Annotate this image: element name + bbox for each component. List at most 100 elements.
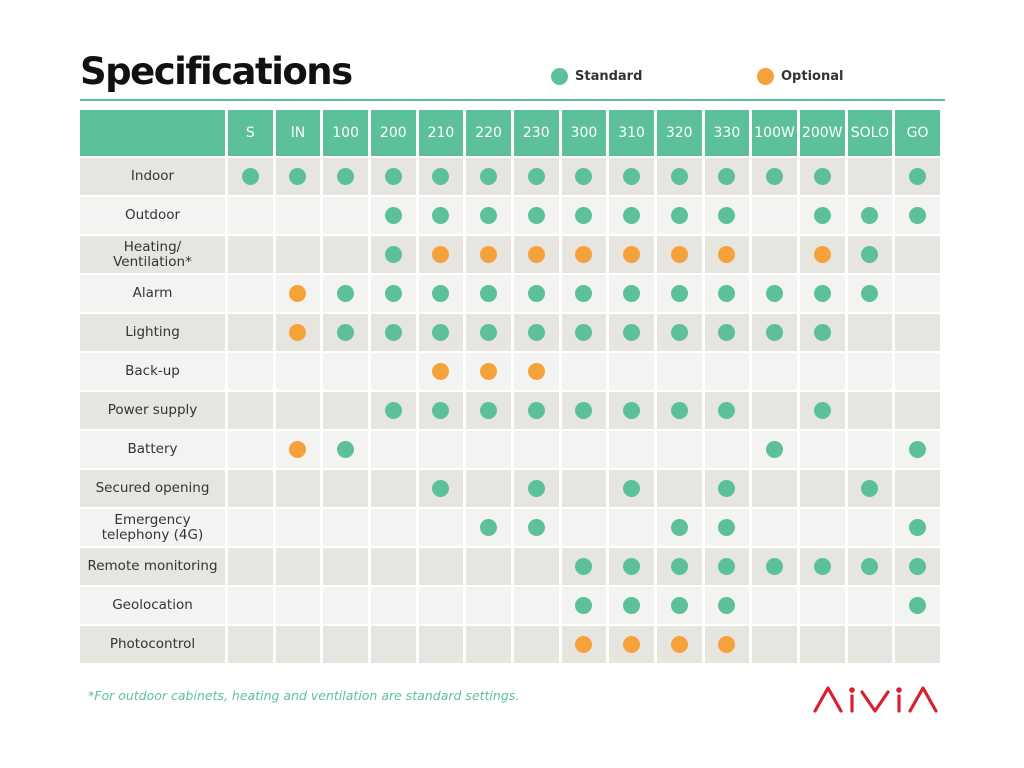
- standard-dot-icon: [670, 323, 688, 341]
- table-cell: [799, 236, 845, 273]
- optional-dot-icon: [670, 245, 688, 263]
- table-cell: [704, 587, 750, 624]
- table-cell: [704, 392, 750, 429]
- table-cell: [513, 626, 559, 663]
- table-cell: [847, 470, 893, 507]
- table-cell: [228, 197, 273, 234]
- standard-dot-icon: [670, 557, 688, 575]
- row-label: Geolocation: [80, 587, 225, 624]
- optional-dot-icon: [527, 362, 545, 380]
- table-cell: [418, 158, 464, 195]
- table-cell: [895, 587, 940, 624]
- row-label: Emergency telephony (4G): [80, 509, 225, 546]
- optional-dot-icon: [813, 245, 831, 263]
- table-cell: [799, 587, 845, 624]
- table-cell: [275, 431, 321, 468]
- table-cell: [561, 314, 607, 351]
- table-cell: [370, 158, 416, 195]
- standard-dot-icon: [766, 440, 784, 458]
- standard-dot-icon: [575, 284, 593, 302]
- table-cell: [799, 314, 845, 351]
- table-row: Outdoor: [80, 197, 940, 234]
- table-cell: [609, 431, 654, 468]
- standard-dot-icon: [575, 557, 593, 575]
- standard-dot-icon: [623, 479, 641, 497]
- standard-dot-icon: [623, 206, 641, 224]
- table-cell: [799, 626, 845, 663]
- table-cell: [275, 470, 321, 507]
- column-header-210: 210: [418, 110, 464, 156]
- standard-dot-icon: [527, 206, 545, 224]
- table-cell: [561, 392, 607, 429]
- table-cell: [228, 275, 273, 312]
- table-cell: [418, 626, 464, 663]
- standard-dot-icon: [861, 284, 879, 302]
- optional-dot-icon: [432, 362, 450, 380]
- column-header-220: 220: [466, 110, 511, 156]
- table-cell: [656, 197, 702, 234]
- table-cell: [609, 470, 654, 507]
- standard-dot-icon: [432, 284, 450, 302]
- table-cell: [228, 236, 273, 273]
- standard-dot-icon: [480, 323, 498, 341]
- table-row: Emergency telephony (4G): [80, 509, 940, 546]
- table-cell: [895, 470, 940, 507]
- table-row: Photocontrol: [80, 626, 940, 663]
- table-cell: [847, 353, 893, 390]
- table-cell: [228, 158, 273, 195]
- table-cell: [847, 314, 893, 351]
- table-cell: [323, 158, 368, 195]
- table-cell: [275, 236, 321, 273]
- table-cell: [561, 197, 607, 234]
- standard-dot-icon: [575, 323, 593, 341]
- page-title: Specifications: [80, 50, 353, 93]
- table-cell: [513, 431, 559, 468]
- standard-dot-icon: [670, 206, 688, 224]
- table-cell: [418, 548, 464, 585]
- standard-dot-icon: [766, 167, 784, 185]
- table-cell: [895, 158, 940, 195]
- column-header-100w: 100W: [752, 110, 797, 156]
- table-cell: [228, 431, 273, 468]
- table-cell: [323, 626, 368, 663]
- table-cell: [513, 353, 559, 390]
- standard-dot-icon: [575, 401, 593, 419]
- optional-dot-icon: [718, 635, 736, 653]
- table-cell: [418, 353, 464, 390]
- optional-dot-icon: [718, 245, 736, 263]
- optional-dot-icon: [670, 635, 688, 653]
- table-cell: [275, 548, 321, 585]
- optional-dot-icon: [480, 362, 498, 380]
- table-cell: [847, 158, 893, 195]
- standard-dot-icon: [718, 557, 736, 575]
- table-cell: [609, 197, 654, 234]
- standard-dot-icon: [909, 518, 927, 536]
- table-cell: [228, 548, 273, 585]
- standard-dot-icon: [813, 401, 831, 419]
- table-cell: [799, 392, 845, 429]
- table-cell: [418, 431, 464, 468]
- table-cell: [275, 275, 321, 312]
- table-cell: [656, 431, 702, 468]
- table-cell: [466, 431, 511, 468]
- table-cell: [513, 392, 559, 429]
- title-divider: [80, 99, 945, 101]
- standard-dot-icon: [766, 557, 784, 575]
- table-cell: [704, 197, 750, 234]
- table-cell: [799, 431, 845, 468]
- table-cell: [752, 353, 797, 390]
- row-label: Photocontrol: [80, 626, 225, 663]
- legend-standard: Standard: [551, 68, 642, 85]
- row-label: Heating/Ventilation*: [80, 236, 225, 273]
- table-cell: [370, 470, 416, 507]
- table-cell: [609, 392, 654, 429]
- table-header-row: S IN 100 200 210 220 230 300 310 320 330 100W 200W SO…: [80, 110, 940, 156]
- optional-dot-icon: [575, 635, 593, 653]
- standard-dot-icon: [813, 284, 831, 302]
- table-cell: [799, 275, 845, 312]
- standard-dot-icon: [432, 323, 450, 341]
- standard-dot-icon: [384, 167, 402, 185]
- standard-dot-icon: [670, 518, 688, 536]
- table-cell: [609, 626, 654, 663]
- table-cell: [656, 275, 702, 312]
